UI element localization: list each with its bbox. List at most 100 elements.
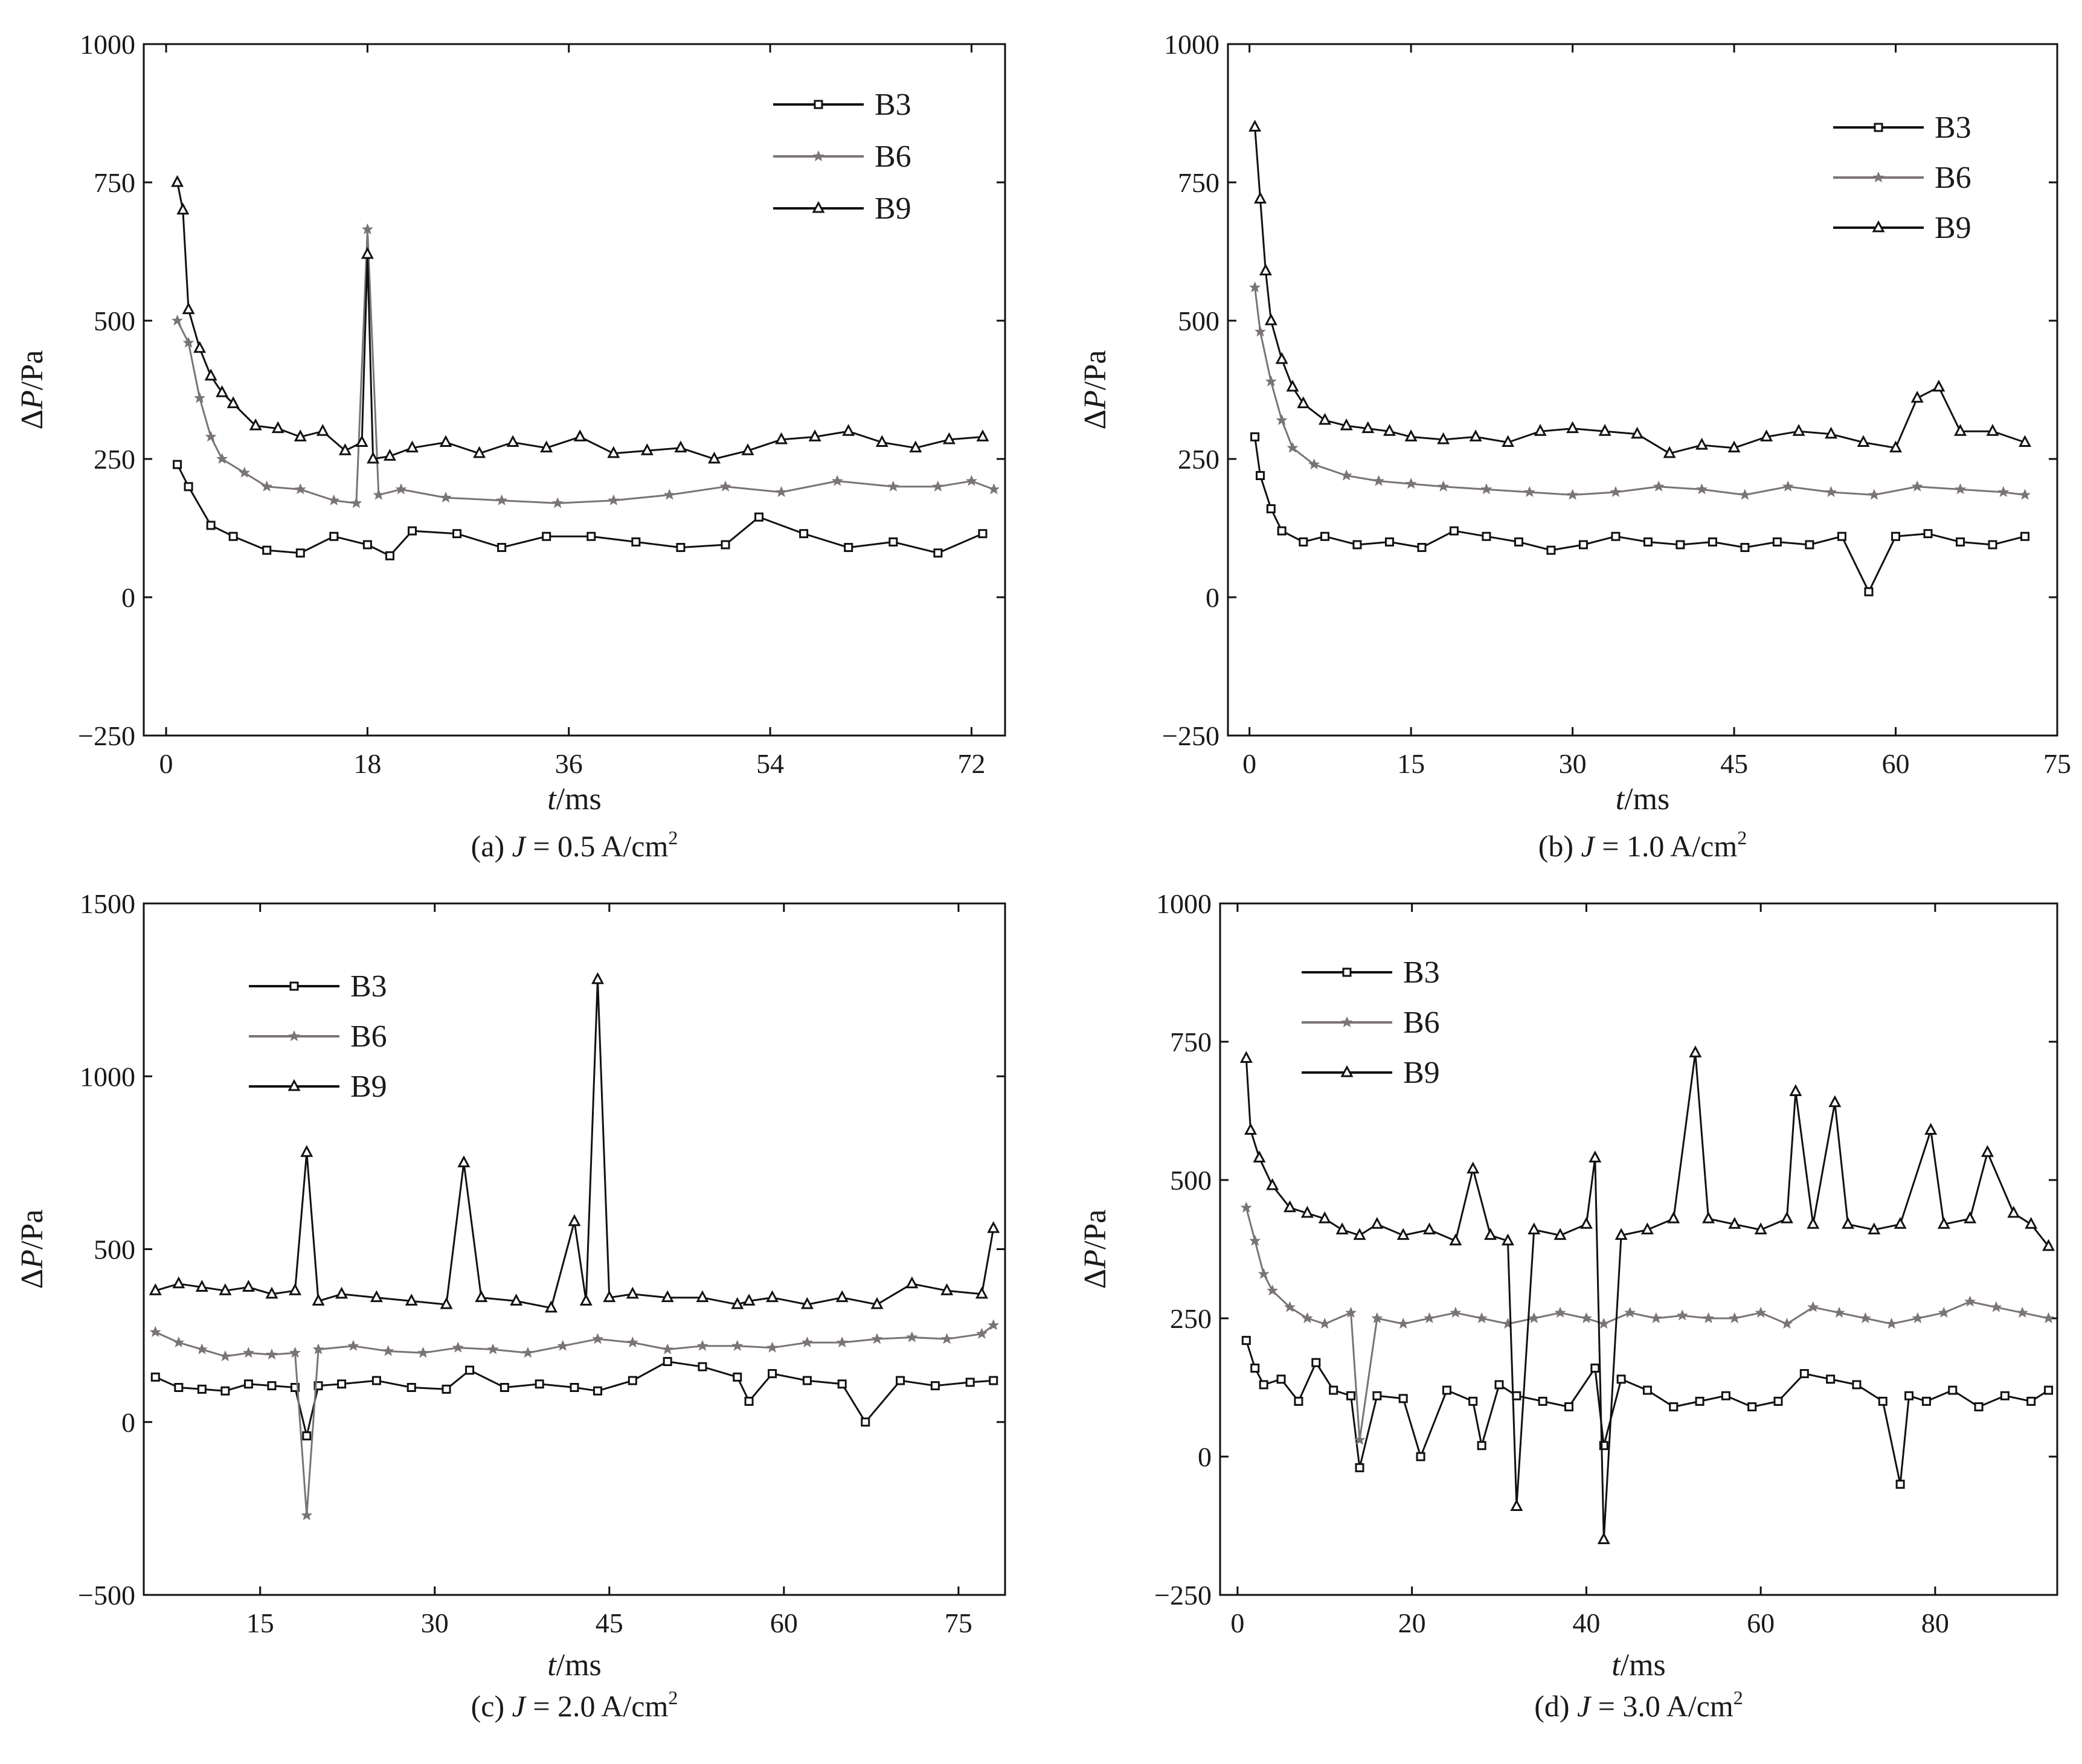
data-point-b9 bbox=[272, 422, 284, 434]
data-point-b9 bbox=[1890, 441, 1902, 453]
data-point-b9 bbox=[1781, 1212, 1793, 1224]
data-point-b6 bbox=[931, 480, 944, 492]
data-point-b3 bbox=[1669, 1402, 1679, 1412]
data-point-b9 bbox=[406, 441, 418, 453]
x-axis-label: t/ms bbox=[1616, 782, 1670, 816]
legend-marker-b6 bbox=[288, 1030, 300, 1042]
data-point-b9 bbox=[172, 176, 184, 187]
data-point-b3 bbox=[1642, 1385, 1652, 1395]
data-point-b3 bbox=[2026, 1396, 2036, 1406]
data-point-b9 bbox=[943, 433, 955, 444]
data-point-b6 bbox=[1528, 1312, 1540, 1324]
data-point-b6 bbox=[260, 480, 273, 492]
data-point-b3 bbox=[500, 1383, 509, 1392]
data-point-b9 bbox=[603, 1291, 615, 1303]
data-point-b3 bbox=[329, 531, 339, 541]
series-line-b6 bbox=[176, 228, 995, 504]
data-point-b6 bbox=[1566, 489, 1579, 501]
series-group bbox=[1248, 120, 2031, 597]
data-point-b9 bbox=[1511, 1499, 1523, 1511]
data-point-b6 bbox=[1859, 1312, 1872, 1324]
data-point-b6 bbox=[382, 1344, 394, 1356]
data-point-b9 bbox=[941, 1284, 953, 1295]
data-point-b6 bbox=[626, 1336, 639, 1348]
data-point-b3 bbox=[676, 543, 686, 553]
data-point-b3 bbox=[184, 482, 193, 492]
data-point-b6 bbox=[171, 314, 184, 326]
y-tick-label: 1000 bbox=[80, 29, 135, 60]
data-point-b6 bbox=[887, 480, 899, 492]
data-point-b6 bbox=[2042, 1312, 2055, 1324]
data-point-b6 bbox=[1405, 477, 1418, 489]
data-point-b3 bbox=[337, 1379, 347, 1389]
data-point-b3 bbox=[1904, 1391, 1914, 1400]
data-point-b6 bbox=[265, 1348, 278, 1360]
data-point-b6 bbox=[1523, 486, 1536, 498]
data-point-b6 bbox=[1397, 1317, 1410, 1329]
series-line-b9 bbox=[1254, 127, 2025, 455]
data-point-b6 bbox=[1319, 1317, 1331, 1329]
data-point-b9 bbox=[370, 1291, 382, 1303]
legend-label-b9: B9 bbox=[1935, 211, 1971, 245]
data-point-b9 bbox=[626, 1288, 638, 1299]
data-point-b9 bbox=[675, 441, 687, 453]
legend-label-b6: B6 bbox=[875, 140, 911, 174]
legend-label-b9: B9 bbox=[875, 191, 911, 226]
data-point-b9 bbox=[1982, 1146, 1993, 1157]
data-point-b9 bbox=[574, 430, 586, 441]
data-point-b6 bbox=[1954, 483, 1967, 495]
panel-caption: (a) J = 0.5 A/cm2 bbox=[471, 827, 678, 863]
data-point-b3 bbox=[1372, 1391, 1382, 1400]
series-line-b3 bbox=[176, 464, 983, 557]
series-group bbox=[171, 176, 1000, 560]
data-point-b9 bbox=[1589, 1151, 1601, 1163]
data-point-b9 bbox=[458, 1156, 470, 1167]
legend-label-b6: B6 bbox=[1403, 1005, 1440, 1040]
data-point-b6 bbox=[1437, 480, 1450, 492]
data-point-b9 bbox=[194, 342, 206, 353]
data-point-b9 bbox=[1467, 1163, 1479, 1174]
data-point-b9 bbox=[1397, 1229, 1409, 1240]
data-point-b9 bbox=[836, 1291, 848, 1303]
data-point-b6 bbox=[487, 1343, 500, 1355]
data-point-b9 bbox=[1668, 1212, 1680, 1224]
data-point-b6 bbox=[1502, 1317, 1514, 1329]
data-point-b6 bbox=[1997, 486, 2010, 498]
data-point-b3 bbox=[371, 1376, 381, 1385]
data-point-b9 bbox=[1383, 425, 1395, 436]
legend-marker-b9 bbox=[288, 1080, 300, 1091]
data-point-b9 bbox=[1807, 1217, 1819, 1229]
data-point-b6 bbox=[1738, 489, 1751, 501]
data-point-b9 bbox=[1829, 1096, 1841, 1108]
data-point-b6 bbox=[1449, 1306, 1462, 1318]
data-point-b6 bbox=[1308, 458, 1320, 470]
y-tick-label: −250 bbox=[1162, 720, 1219, 751]
y-tick-label: 250 bbox=[94, 444, 135, 475]
data-point-b3 bbox=[1514, 537, 1523, 547]
data-point-b3 bbox=[1442, 1385, 1451, 1395]
data-point-b3 bbox=[1398, 1394, 1408, 1403]
data-point-b9 bbox=[1276, 353, 1288, 364]
legend-marker-b3 bbox=[814, 100, 823, 109]
data-point-b9 bbox=[149, 1284, 161, 1295]
data-point-b3 bbox=[406, 1383, 416, 1392]
data-point-b9 bbox=[1267, 1179, 1279, 1190]
data-point-b3 bbox=[1740, 543, 1750, 553]
data-point-b6 bbox=[731, 1339, 744, 1352]
x-tick-label: 60 bbox=[1747, 1608, 1775, 1638]
data-point-b6 bbox=[294, 483, 307, 495]
data-point-b6 bbox=[766, 1341, 779, 1353]
series-line-b6 bbox=[1254, 287, 2025, 496]
data-point-b3 bbox=[1676, 540, 1685, 550]
data-point-b9 bbox=[1362, 422, 1374, 434]
data-point-b9 bbox=[510, 1294, 522, 1306]
data-point-b9 bbox=[1319, 414, 1331, 425]
data-point-b3 bbox=[1837, 531, 1846, 541]
data-point-b6 bbox=[836, 1336, 849, 1348]
data-point-b9 bbox=[1567, 422, 1579, 434]
data-point-b3 bbox=[1416, 1452, 1425, 1461]
x-tick-label: 40 bbox=[1572, 1608, 1600, 1638]
data-point-b3 bbox=[174, 1383, 184, 1392]
data-point-b3 bbox=[1276, 1374, 1286, 1384]
data-point-b9 bbox=[545, 1301, 557, 1313]
